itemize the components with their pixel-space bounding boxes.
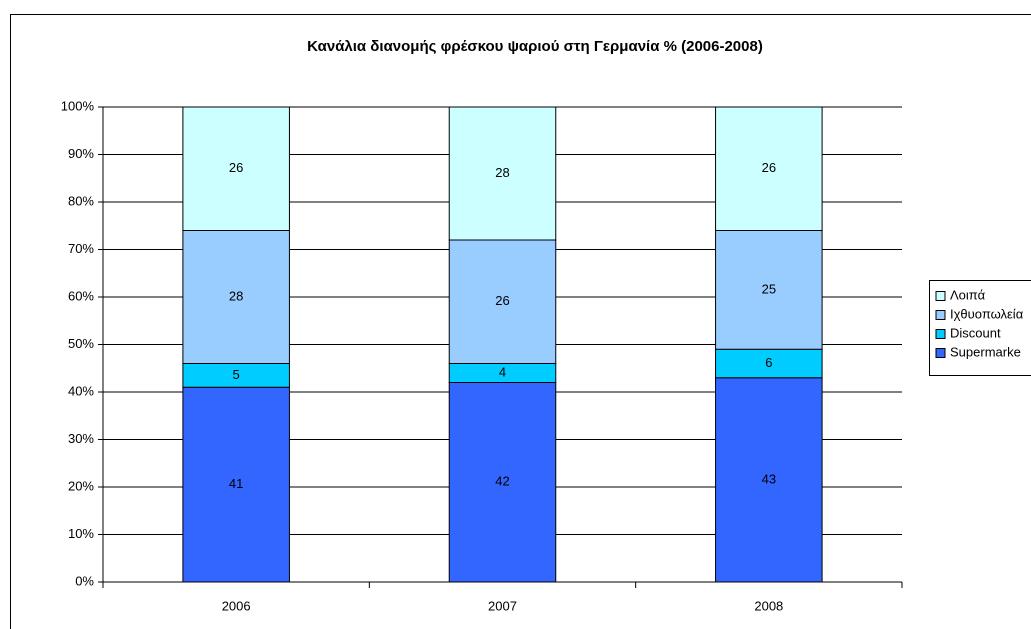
- bar-segment: [715, 377, 823, 583]
- legend-label: Discount: [950, 325, 1001, 340]
- legend: [929, 280, 1031, 376]
- legend-label: Λοιπά: [950, 287, 986, 302]
- bar-segment: [182, 106, 290, 231]
- legend-label: Supermarke: [950, 344, 1021, 359]
- legend-swatch: [935, 348, 946, 358]
- data-label: 41: [229, 476, 243, 491]
- data-label: 26: [495, 293, 509, 308]
- bar-segment: [715, 348, 823, 379]
- y-tick-label: 40%: [68, 383, 94, 398]
- data-label: 4: [499, 364, 506, 379]
- y-tick-label: 20%: [68, 478, 94, 493]
- data-label: 28: [229, 288, 243, 303]
- y-tick-label: 70%: [68, 241, 94, 256]
- legend-label: Ιχθυοπωλεία: [950, 306, 1024, 321]
- data-label: 43: [762, 471, 776, 486]
- y-tick-label: 60%: [68, 288, 94, 303]
- y-tick-label: 80%: [68, 193, 94, 208]
- bar-segment: [182, 386, 290, 583]
- y-tick-label: 30%: [68, 431, 94, 446]
- bar-segment: [715, 106, 823, 231]
- data-label: 42: [495, 474, 509, 489]
- x-tick-label: 2006: [222, 598, 251, 613]
- chart-title: Κανάλια διανομής φρέσκου ψαριού στη Γερμ…: [307, 38, 763, 55]
- data-label: 28: [495, 165, 509, 180]
- x-tick-label: 2008: [754, 598, 783, 613]
- x-tick-label: 2007: [488, 598, 517, 613]
- bar-segment: [448, 382, 557, 583]
- y-tick-label: 90%: [68, 146, 94, 161]
- y-tick-label: 50%: [68, 336, 94, 351]
- y-tick-label: 10%: [68, 526, 94, 541]
- data-label: 26: [762, 160, 776, 175]
- legend-swatch: [935, 310, 946, 320]
- bar-segment: [715, 230, 823, 350]
- bar-segment: [448, 239, 557, 364]
- data-label: 5: [233, 367, 240, 382]
- bar-segment: [448, 106, 557, 241]
- legend-swatch: [935, 329, 946, 339]
- legend-swatch: [935, 291, 946, 301]
- data-label: 6: [765, 355, 772, 370]
- y-tick-label: 100%: [61, 98, 95, 113]
- y-tick-label: 0%: [75, 573, 94, 588]
- data-label: 25: [762, 281, 776, 296]
- data-label: 26: [229, 160, 243, 175]
